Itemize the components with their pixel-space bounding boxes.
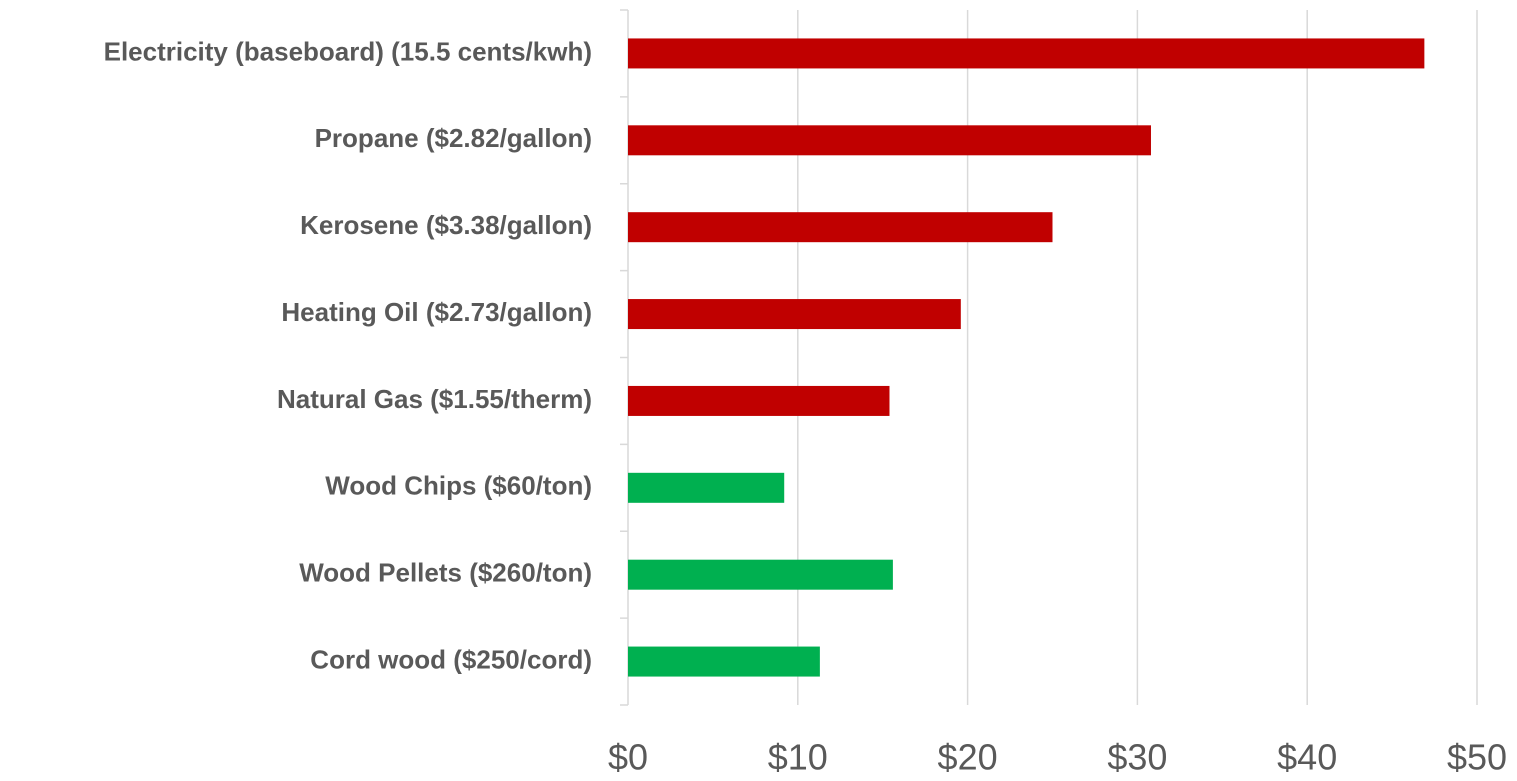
bar <box>628 472 785 503</box>
y-tick-label: Electricity (baseboard) (15.5 cents/kwh) <box>104 36 592 66</box>
y-tick-label: Wood Pellets ($260/ton) <box>299 558 592 588</box>
bar <box>628 125 1151 156</box>
bar <box>628 38 1425 69</box>
y-tick-label: Kerosene ($3.38/gallon) <box>300 210 592 240</box>
y-tick-label: Propane ($2.82/gallon) <box>315 123 592 153</box>
x-tick-label: $10 <box>768 737 828 778</box>
bar <box>628 385 890 416</box>
bar <box>628 559 893 590</box>
bar <box>628 299 961 330</box>
y-tick-label: Natural Gas ($1.55/therm) <box>277 384 592 414</box>
bar <box>628 646 820 677</box>
x-tick-label: $30 <box>1107 737 1167 778</box>
x-tick-label: $40 <box>1277 737 1337 778</box>
y-tick-label: Cord wood ($250/cord) <box>310 644 592 674</box>
y-tick-label: Wood Chips ($60/ton) <box>325 471 592 501</box>
y-tick-label: Heating Oil ($2.73/gallon) <box>281 297 592 327</box>
x-tick-label: $50 <box>1447 737 1507 778</box>
x-tick-label: $0 <box>608 737 648 778</box>
bar <box>628 212 1053 243</box>
x-tick-label: $20 <box>938 737 998 778</box>
